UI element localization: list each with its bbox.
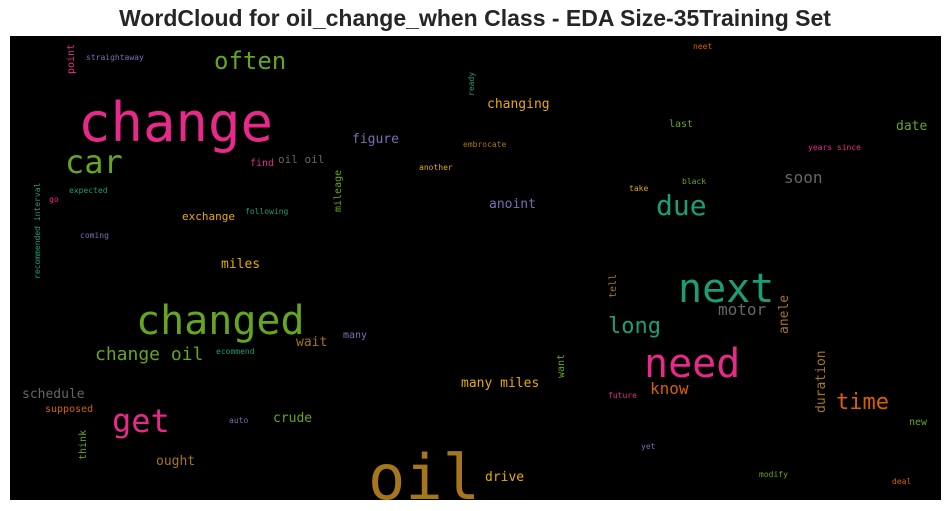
- word-modify: modify: [759, 470, 788, 479]
- word-oil-oil: oil oil: [278, 153, 324, 166]
- word-think: think: [78, 430, 89, 460]
- word-recommended-interval: recommended interval: [33, 182, 42, 279]
- word-last: last: [669, 119, 693, 130]
- word-another: another: [419, 163, 453, 172]
- word-ought: ought: [156, 454, 195, 469]
- word-neet: neet: [693, 42, 712, 51]
- word-want: want: [556, 354, 567, 378]
- word-exchange: exchange: [182, 210, 235, 223]
- word-supposed: supposed: [45, 404, 93, 415]
- word-anele: anele: [777, 295, 792, 334]
- word-figure: figure: [352, 132, 399, 147]
- word-go: go: [49, 195, 59, 204]
- word-need: need: [644, 341, 740, 387]
- word-time: time: [836, 390, 889, 415]
- word-ready: ready: [467, 72, 476, 96]
- word-oil: oil: [368, 441, 480, 500]
- word-car: car: [65, 143, 123, 181]
- word-cloud-panel: change oil changed next need car get due often lo…: [10, 36, 941, 500]
- word-take: take: [629, 184, 648, 193]
- word-next: next: [678, 266, 774, 312]
- word-embrocate: embrocate: [463, 140, 507, 149]
- word-changed: changed: [136, 298, 305, 344]
- word-cloud-svg: change oil changed next need car get due often lo…: [22, 42, 928, 500]
- word-auto: auto: [229, 416, 248, 425]
- word-motor: motor: [718, 300, 767, 319]
- word-date: date: [896, 119, 927, 134]
- word-following: following: [245, 207, 289, 216]
- word-years-since: years since: [808, 143, 861, 152]
- word-yet: yet: [641, 442, 656, 451]
- word-deal: deal: [892, 477, 911, 486]
- word-long: long: [608, 314, 661, 339]
- word-straightaway: straightaway: [86, 53, 144, 62]
- word-change-oil: change oil: [95, 344, 203, 365]
- word-change: change: [78, 91, 273, 154]
- word-anoint: anoint: [489, 197, 536, 212]
- word-mileage: mileage: [333, 170, 344, 212]
- word-future: future: [608, 391, 637, 400]
- word-due: due: [656, 189, 707, 222]
- word-coming: coming: [80, 231, 109, 240]
- word-ecommend: ecommend: [216, 347, 255, 356]
- word-schedule: schedule: [22, 387, 85, 402]
- word-drive: drive: [485, 470, 524, 485]
- word-many: many: [343, 330, 367, 341]
- word-miles: miles: [221, 257, 260, 272]
- word-new: new: [909, 417, 928, 428]
- word-point: point: [66, 44, 77, 74]
- word-changing: changing: [487, 97, 550, 112]
- word-expected: expected: [69, 186, 108, 195]
- word-get: get: [112, 402, 170, 440]
- word-often: often: [214, 47, 286, 75]
- word-duration: duration: [814, 350, 829, 413]
- word-crude: crude: [273, 411, 312, 426]
- word-black: black: [682, 177, 706, 186]
- word-wait: wait: [296, 335, 327, 350]
- word-many-miles: many miles: [461, 376, 539, 391]
- chart-title: WordCloud for oil_change_when Class - ED…: [119, 5, 831, 31]
- word-soon: soon: [784, 168, 823, 187]
- word-find: find: [250, 158, 274, 169]
- word-know: know: [650, 379, 689, 398]
- word-tell: tell: [608, 274, 619, 298]
